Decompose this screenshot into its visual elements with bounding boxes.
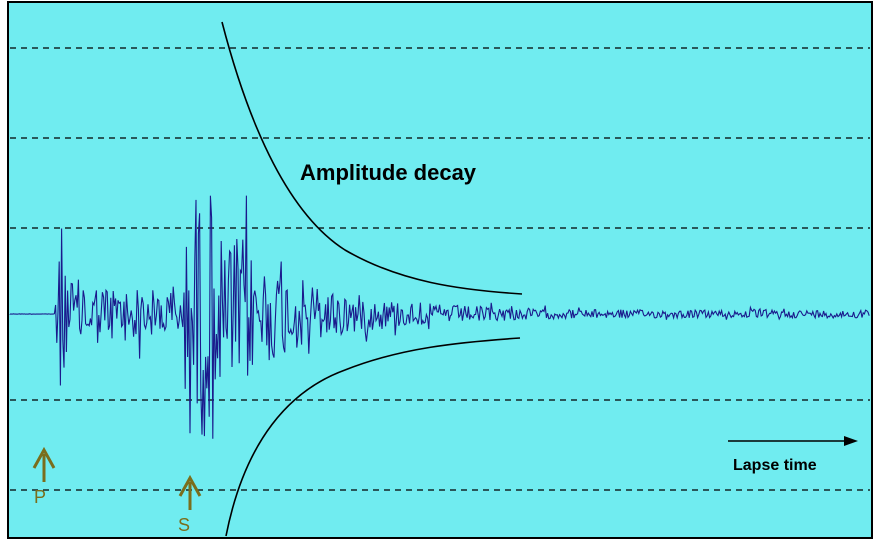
lower-decay-envelope bbox=[225, 337, 521, 537]
s-wave-label: S bbox=[178, 515, 190, 535]
lapse-time-arrow bbox=[728, 436, 858, 446]
upper-decay-envelope bbox=[221, 21, 523, 295]
up-arrow-icon bbox=[32, 446, 56, 482]
seismic-waveform-trace bbox=[9, 195, 870, 439]
dashed-gridlines bbox=[10, 47, 870, 491]
up-arrow-icon bbox=[178, 474, 202, 510]
p-wave-label: P bbox=[34, 487, 46, 507]
arrow-right-icon bbox=[844, 436, 858, 446]
p-wave-marker: P bbox=[32, 446, 56, 507]
lapse-time-label: Lapse time bbox=[733, 457, 817, 474]
s-wave-marker: S bbox=[178, 474, 202, 535]
plot-background bbox=[8, 2, 872, 538]
plot-frame bbox=[7, 1, 873, 539]
amplitude-decay-label: Amplitude decay bbox=[300, 160, 477, 185]
